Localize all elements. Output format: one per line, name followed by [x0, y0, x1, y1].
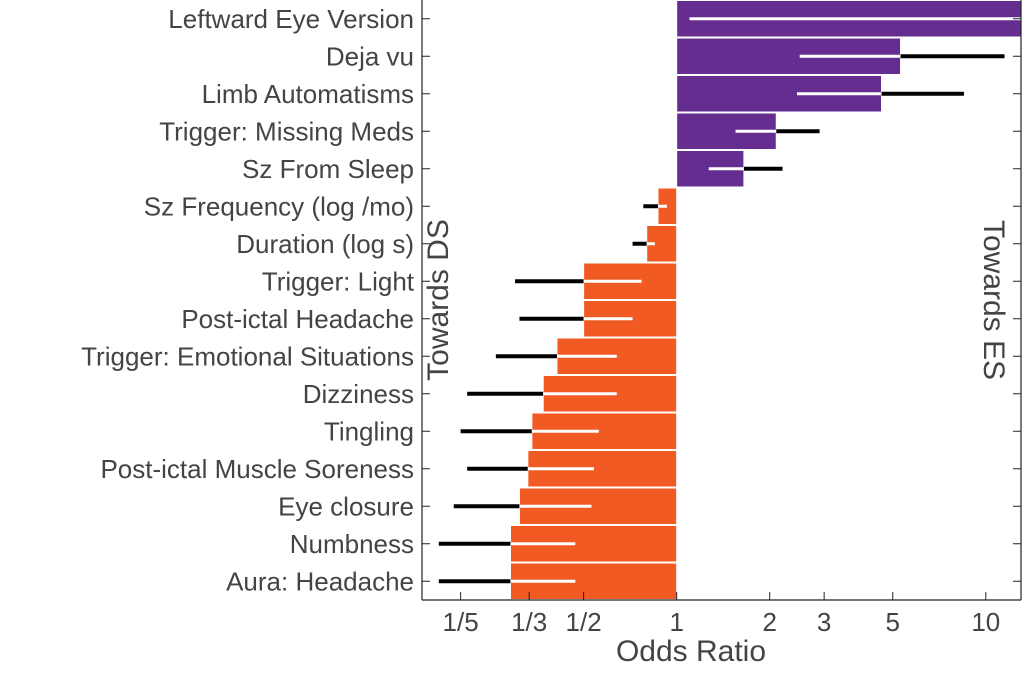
x-tick-labels-group: 1/5 1/3 1/2 1 2 3 5 10 [443, 607, 1001, 637]
y-ticks-group [422, 18, 1021, 582]
x-tick-label: 3 [817, 607, 831, 637]
category-label: Sz From Sleep [242, 154, 414, 184]
towards-ds-label: Towards DS [422, 219, 455, 381]
category-label: Sz Frequency (log /mo) [144, 191, 414, 221]
x-tick-label: 10 [971, 607, 1000, 637]
category-label: Tingling [324, 416, 414, 446]
axes-group [421, 0, 1022, 601]
category-label: Post-ictal Headache [181, 304, 414, 334]
category-label: Leftward Eye Version [168, 4, 414, 34]
category-label: Deja vu [326, 41, 414, 71]
x-tick-label: 1/2 [566, 607, 602, 637]
bars-group [509, 0, 1022, 600]
x-axis-title: Odds Ratio [616, 635, 766, 668]
category-label: Trigger: Emotional Situations [81, 341, 414, 371]
category-label: Post-ictal Muscle Soreness [100, 454, 414, 484]
category-label: Numbness [290, 529, 414, 559]
category-label: Aura: Headache [226, 566, 414, 596]
x-tick-label: 1/3 [511, 607, 547, 637]
category-label: Dizziness [303, 379, 414, 409]
category-label: Trigger: Missing Meds [159, 116, 414, 146]
x-tick-label: 2 [762, 607, 776, 637]
category-label: Eye closure [278, 491, 414, 521]
x-tick-label: 5 [885, 607, 899, 637]
x-tick-label: 1/5 [443, 607, 479, 637]
category-label: Duration (log s) [236, 229, 414, 259]
towards-es-label: Towards ES [977, 220, 1010, 380]
category-label: Trigger: Light [262, 266, 415, 296]
category-label: Limb Automatisms [202, 79, 414, 109]
confidence-intervals-group [438, 17, 1021, 584]
x-ticks-group [460, 592, 987, 600]
x-tick-label: 1 [669, 607, 683, 637]
category-labels-group: Leftward Eye Version Deja vu Limb Automati… [81, 4, 415, 597]
